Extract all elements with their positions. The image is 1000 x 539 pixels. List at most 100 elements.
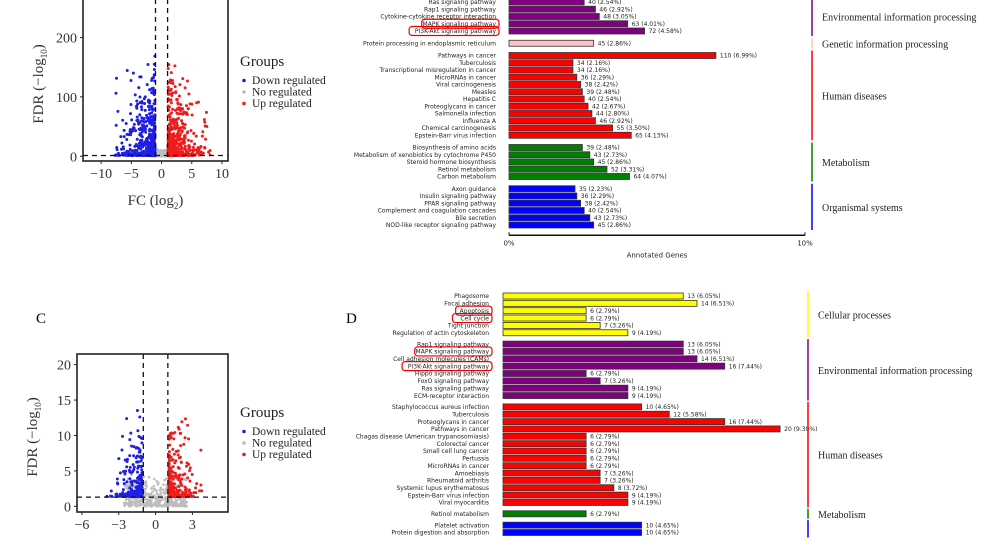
point-no-regulated xyxy=(157,481,160,485)
point-down-regulated xyxy=(130,487,134,491)
point-no-regulated xyxy=(167,504,170,508)
point-no-regulated xyxy=(158,498,161,502)
bar-value-label: 6 (2.79%) xyxy=(590,308,619,315)
bar xyxy=(508,81,582,88)
point-up-regulated xyxy=(172,148,176,152)
point-up-regulated xyxy=(184,104,188,108)
bar xyxy=(502,370,587,377)
point-up-regulated xyxy=(175,488,179,492)
point-no-regulated xyxy=(130,473,133,477)
group-label: Metabolism xyxy=(818,510,866,521)
point-no-regulated xyxy=(155,151,159,155)
bar-category-label: Cytokine-cytokine receptor interaction xyxy=(380,14,496,21)
point-down-regulated xyxy=(148,136,152,140)
point-down-regulated xyxy=(132,445,136,449)
point-down-regulated xyxy=(122,478,126,482)
point-up-regulated xyxy=(180,119,184,123)
point-up-regulated xyxy=(170,489,174,493)
point-up-regulated xyxy=(168,122,172,126)
bar-category-label: Ras signaling pathway xyxy=(422,385,490,392)
bar-category-label: Platelet activation xyxy=(435,522,490,529)
point-no-regulated xyxy=(142,475,146,479)
point-down-regulated xyxy=(138,113,142,117)
point-down-regulated xyxy=(137,122,141,126)
point-down-regulated xyxy=(140,468,144,472)
bar-category-label: Hippo signaling pathway xyxy=(415,371,490,378)
point-down-regulated xyxy=(152,130,156,134)
legend-marker xyxy=(242,101,246,106)
point-up-regulated xyxy=(176,453,180,457)
point-down-regulated xyxy=(140,441,144,445)
point-up-regulated xyxy=(189,139,193,143)
point-down-regulated xyxy=(124,122,128,126)
point-down-regulated xyxy=(135,476,139,480)
bar-category-label: Transcriptional misregulation in cancer xyxy=(379,67,497,74)
point-up-regulated xyxy=(181,491,185,495)
point-up-regulated xyxy=(187,146,191,150)
point-down-regulated xyxy=(144,146,148,150)
point-down-regulated xyxy=(128,454,132,458)
bar xyxy=(502,529,642,536)
point-no-regulated xyxy=(163,478,166,482)
bar-value-label: 6 (2.79%) xyxy=(590,463,619,470)
point-up-regulated xyxy=(179,126,183,130)
x-tick-label: 10% xyxy=(797,239,813,247)
bar-category-label: Carbon metabolism xyxy=(437,174,496,181)
bar xyxy=(508,158,595,166)
bar-value-label: 7 (3.26%) xyxy=(604,470,633,477)
bar xyxy=(508,173,630,180)
point-up-regulated xyxy=(168,145,172,149)
bar xyxy=(502,307,587,315)
bar-value-label: 43 (2.73%) xyxy=(594,152,627,159)
bar-value-label: 44 (2.80%) xyxy=(596,111,629,118)
point-up-regulated xyxy=(176,131,180,135)
point-down-regulated xyxy=(122,482,126,486)
point-up-regulated xyxy=(167,467,171,471)
bar xyxy=(508,59,574,67)
point-up-regulated xyxy=(167,459,171,463)
scatter-points xyxy=(105,409,204,508)
bar-category-label: Focal adhesion xyxy=(444,301,489,308)
point-down-regulated xyxy=(125,68,129,72)
point-down-regulated xyxy=(152,142,156,146)
point-up-regulated xyxy=(174,450,178,454)
bar-category-label: Tight junction xyxy=(447,323,489,330)
point-down-regulated xyxy=(130,480,134,484)
point-up-regulated xyxy=(182,110,186,114)
point-down-regulated xyxy=(147,119,151,123)
point-no-regulated xyxy=(150,501,153,504)
y-tick-label: 0 xyxy=(70,150,77,165)
point-up-regulated xyxy=(189,128,193,132)
point-down-regulated xyxy=(145,116,149,120)
point-up-regulated xyxy=(168,470,172,474)
point-up-regulated xyxy=(169,119,173,123)
point-up-regulated xyxy=(190,494,194,498)
point-up-regulated xyxy=(177,94,181,98)
point-no-regulated xyxy=(144,480,148,483)
bar xyxy=(508,20,629,28)
bar-category-label: Influenza A xyxy=(463,118,497,125)
point-up-regulated xyxy=(182,442,186,446)
bar-category-label: Rap1 signaling pathway xyxy=(424,6,496,13)
bar xyxy=(508,52,717,59)
point-up-regulated xyxy=(188,466,192,470)
bar-value-label: 6 (2.79%) xyxy=(590,456,619,463)
point-no-regulated xyxy=(162,483,165,486)
bar xyxy=(508,199,582,207)
point-down-regulated xyxy=(136,446,140,450)
point-up-regulated xyxy=(188,102,192,106)
point-down-regulated xyxy=(116,109,120,113)
point-up-regulated xyxy=(173,461,177,465)
point-down-regulated xyxy=(140,101,144,105)
pathway-group: Protein processing in endoplasmic reticu… xyxy=(363,38,948,50)
group-label: Organismal systems xyxy=(822,203,903,214)
point-up-regulated xyxy=(183,86,187,90)
point-down-regulated xyxy=(142,117,146,121)
group-label: Environmental information processing xyxy=(822,13,976,24)
point-down-regulated xyxy=(140,116,144,120)
legend-marker xyxy=(242,452,246,457)
point-down-regulated xyxy=(150,107,154,111)
bar-value-label: 72 (4.58%) xyxy=(649,28,682,35)
bar xyxy=(502,491,629,499)
